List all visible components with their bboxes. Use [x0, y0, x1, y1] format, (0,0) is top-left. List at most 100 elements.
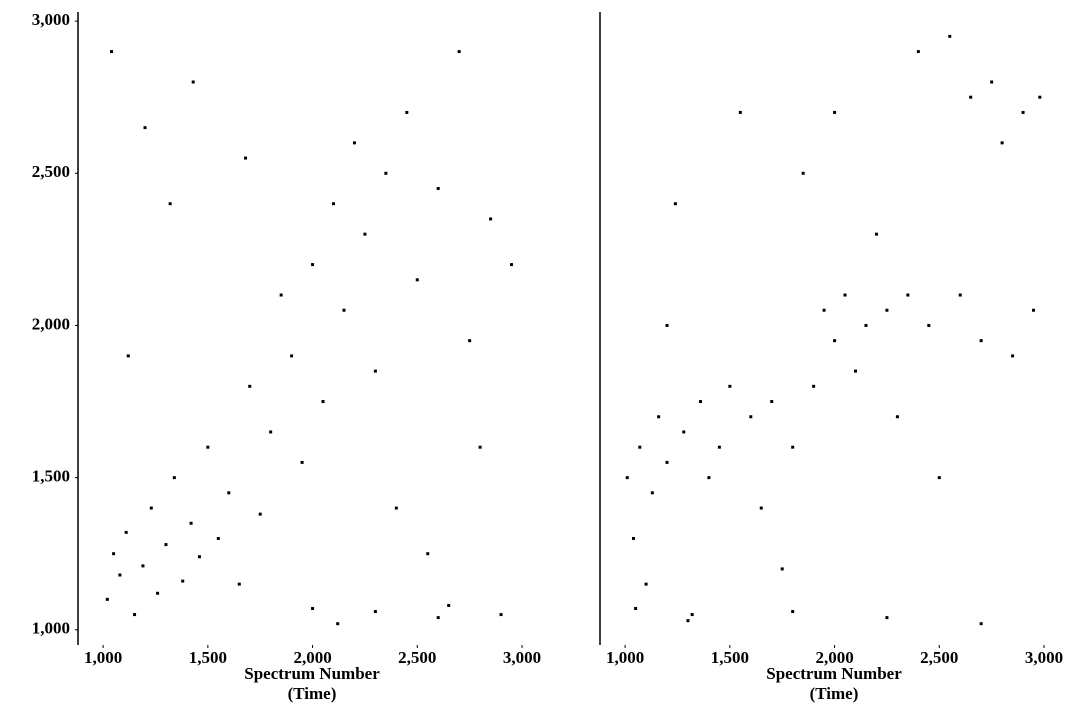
point — [885, 616, 889, 620]
point — [373, 369, 377, 373]
point — [216, 536, 220, 540]
point — [665, 460, 669, 464]
y-tick-label: 2,000 — [32, 314, 70, 333]
point — [168, 202, 172, 206]
point — [717, 445, 721, 449]
x-tick-label: 2,500 — [920, 648, 958, 667]
point — [885, 308, 889, 312]
point — [948, 34, 952, 38]
point — [143, 126, 147, 130]
point — [126, 354, 130, 358]
x-tick-label: 2,500 — [398, 648, 436, 667]
point — [707, 476, 711, 480]
point — [833, 339, 837, 343]
point — [110, 50, 114, 54]
x-axis-subtitle: (Time) — [288, 684, 337, 703]
point — [927, 323, 931, 327]
point — [237, 582, 241, 586]
point — [300, 460, 304, 464]
point — [499, 613, 503, 617]
point — [1000, 141, 1004, 145]
point — [690, 613, 694, 617]
point — [394, 506, 398, 510]
point — [172, 476, 176, 480]
point — [290, 354, 294, 358]
point — [332, 202, 336, 206]
point — [906, 293, 910, 297]
point — [979, 622, 983, 626]
point — [1038, 95, 1042, 99]
point — [686, 619, 690, 623]
point — [141, 564, 145, 568]
x-axis-title: Spectrum Number — [244, 664, 380, 683]
point — [770, 400, 774, 404]
point — [895, 415, 899, 419]
point — [625, 476, 629, 480]
x-tick-label: 3,000 — [1025, 648, 1063, 667]
point — [749, 415, 753, 419]
x-axis-subtitle: (Time) — [810, 684, 859, 703]
point — [321, 400, 325, 404]
point — [969, 95, 973, 99]
point — [457, 50, 461, 54]
point — [164, 543, 168, 547]
point — [665, 323, 669, 327]
point — [822, 308, 826, 312]
point — [937, 476, 941, 480]
point — [311, 263, 315, 267]
point — [874, 232, 878, 236]
point — [489, 217, 493, 221]
point — [311, 606, 315, 610]
x-tick-label: 1,500 — [711, 648, 749, 667]
point — [510, 263, 514, 267]
x-tick-label: 2,000 — [293, 648, 331, 667]
point — [227, 491, 231, 495]
point — [436, 187, 440, 191]
point — [258, 512, 262, 516]
point — [363, 232, 367, 236]
point — [124, 530, 128, 534]
point — [791, 610, 795, 614]
point — [468, 339, 472, 343]
point — [1011, 354, 1015, 358]
point — [958, 293, 962, 297]
point — [854, 369, 858, 373]
point — [149, 506, 153, 510]
point — [916, 50, 920, 54]
x-tick-label: 3,000 — [503, 648, 541, 667]
point — [478, 445, 482, 449]
point — [728, 384, 732, 388]
y-tick-label: 1,500 — [32, 467, 70, 486]
point — [759, 506, 763, 510]
point — [248, 384, 252, 388]
point — [979, 339, 983, 343]
point — [673, 202, 677, 206]
point — [189, 521, 193, 525]
point — [699, 400, 703, 404]
point — [384, 171, 388, 175]
point — [1032, 308, 1036, 312]
point — [634, 606, 638, 610]
point — [990, 80, 994, 84]
point — [843, 293, 847, 297]
point — [156, 591, 160, 595]
point — [118, 573, 122, 577]
point — [864, 323, 868, 327]
x-tick-label: 1,000 — [84, 648, 122, 667]
point — [812, 384, 816, 388]
point — [632, 536, 636, 540]
point — [206, 445, 210, 449]
x-tick-label: 1,500 — [189, 648, 227, 667]
point — [650, 491, 654, 495]
point — [112, 552, 116, 556]
point — [644, 582, 648, 586]
y-tick-label: 2,500 — [32, 162, 70, 181]
point — [197, 555, 201, 559]
point — [105, 597, 109, 601]
point — [269, 430, 273, 434]
point — [738, 110, 742, 114]
point — [791, 445, 795, 449]
point — [801, 171, 805, 175]
point — [244, 156, 248, 160]
